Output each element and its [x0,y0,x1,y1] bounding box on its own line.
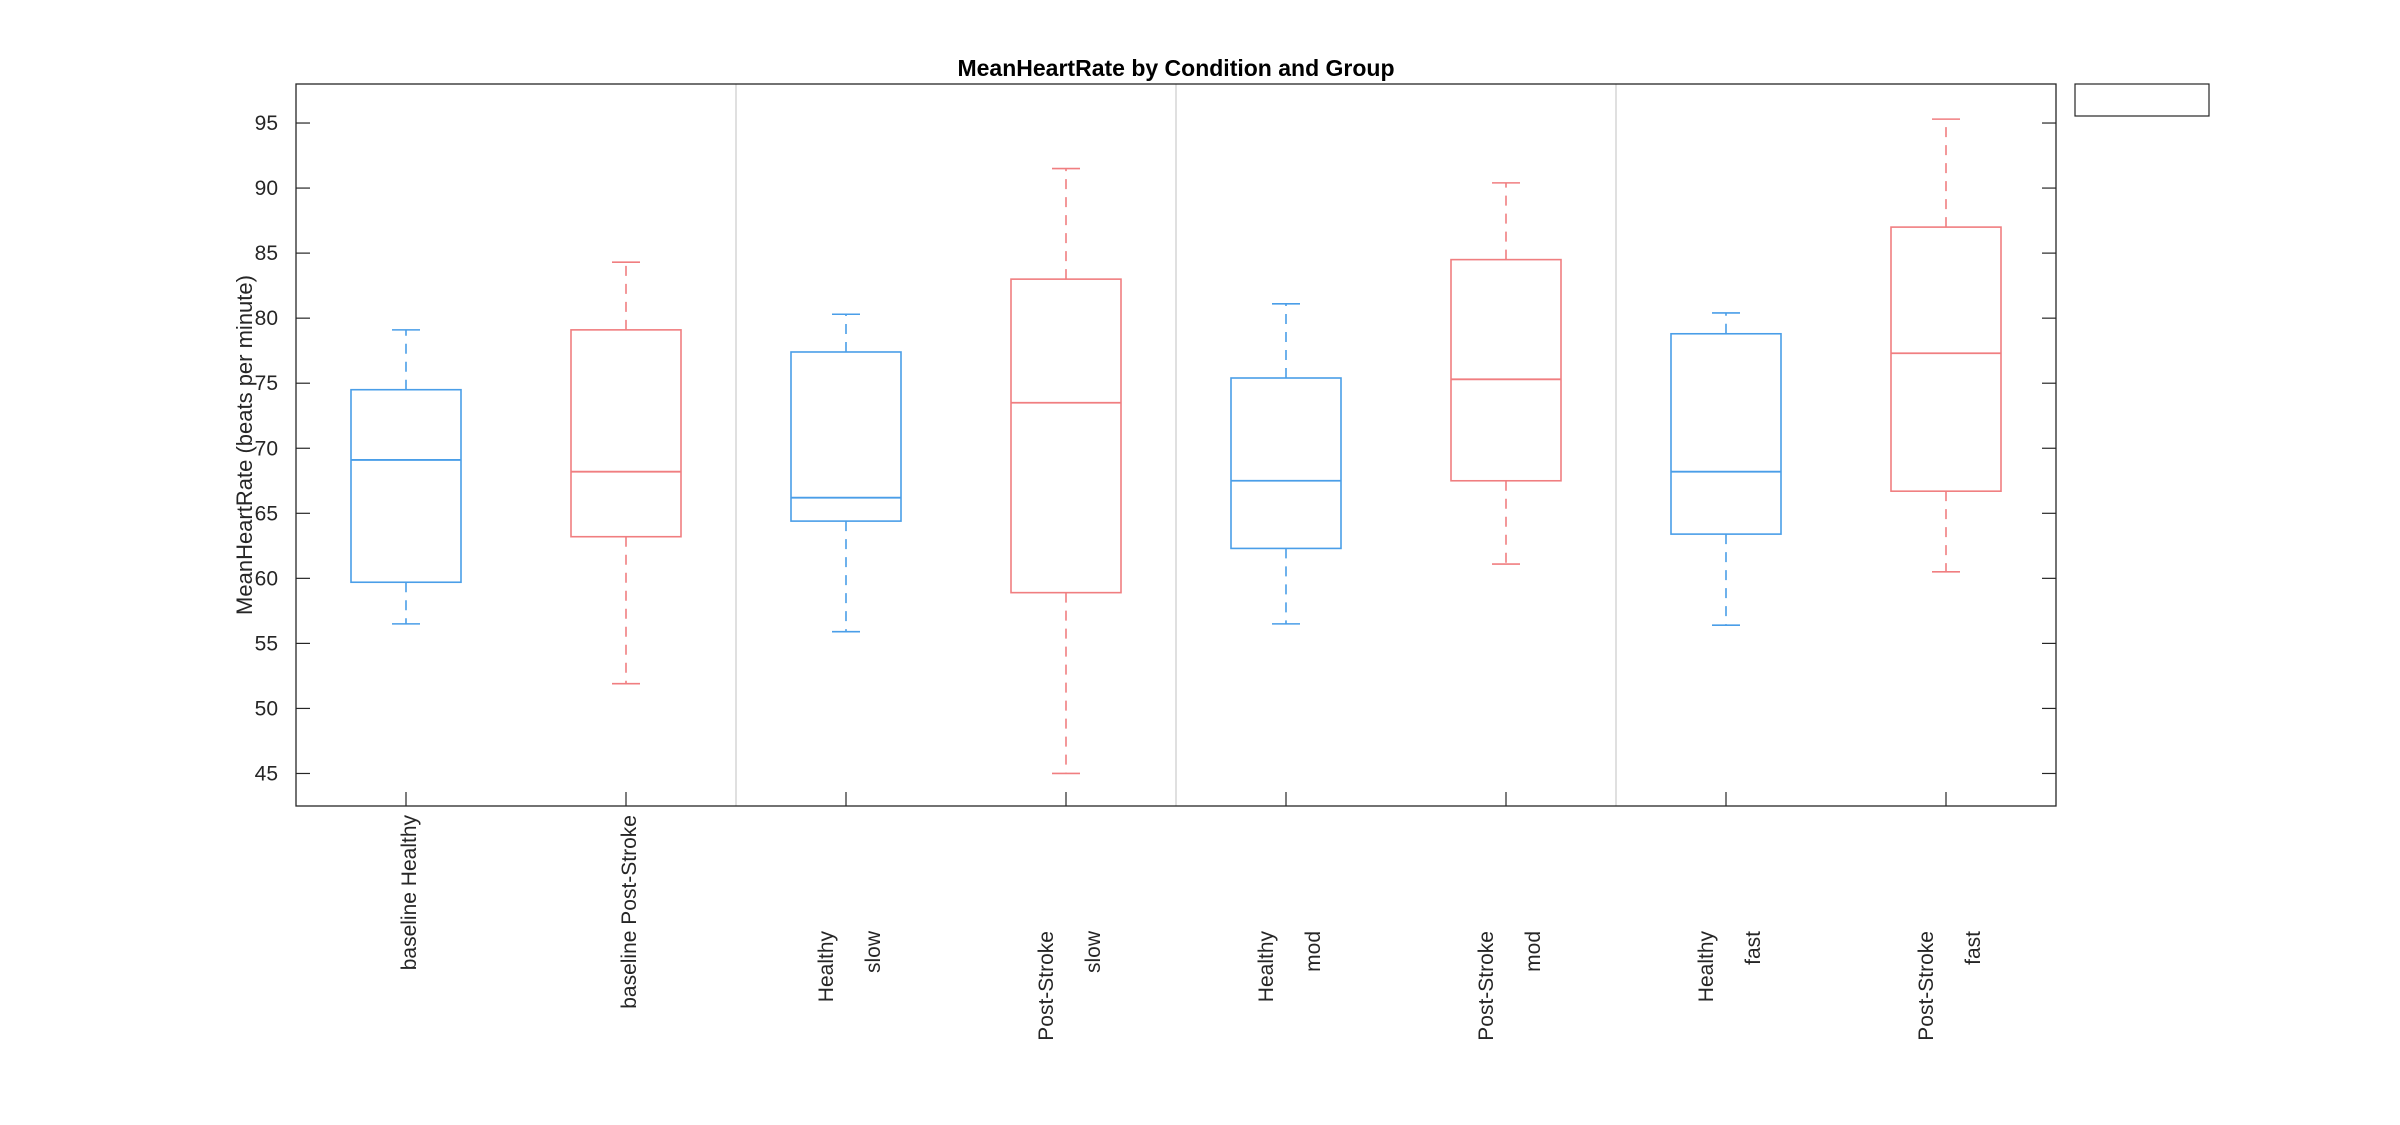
iqr-box [790,351,902,522]
x-tick-label-6-line1: Post-Stroke [1475,931,1498,1041]
box-3 [790,313,902,633]
x-tick-label-8-line1: Post-Stroke [1915,931,1938,1041]
box-5 [1230,303,1342,625]
box-series [350,118,2002,775]
y-tick-label: 55 [255,632,278,655]
x-axis: baseline Healthy baseline Post-Stroke Heal… [398,792,1985,1041]
y-tick-label: 60 [255,567,278,590]
box-8 [1890,118,2002,573]
box-2 [570,261,682,685]
iqr-box [1010,278,1122,594]
x-tick-label-7-line2: fast [1742,931,1765,965]
iqr-box [1670,332,1782,535]
plot-frame [295,83,2057,807]
x-tick-label-5-line1: Healthy [1255,931,1278,1003]
x-tick-label-3-line1: Healthy [815,931,838,1003]
y-axis-label: MeanHeartRate (beats per minute) [232,275,257,615]
x-tick-label-3-line2: slow [862,930,885,973]
iqr-box [350,388,462,584]
group-separators [735,84,1617,806]
legend-box [2074,83,2210,117]
iqr-box [1450,258,1562,482]
x-tick-label-8-line2: fast [1962,931,1985,965]
y-tick-label: 90 [255,177,278,200]
x-tick-label-5-line2: mod [1302,931,1325,972]
y-tick-label: 80 [255,307,278,330]
y-tick-label: 95 [255,112,278,135]
x-tick-label-4-line2: slow [1082,930,1105,973]
iqr-box [1890,226,2002,492]
iqr-box [1230,377,1342,550]
iqr-box [570,329,682,538]
x-tick-label-2: baseline Post-Stroke [618,815,641,1009]
y-axis: 45 50 55 60 65 70 75 80 85 90 95 [255,112,2056,785]
box-4 [1010,167,1122,775]
box-1 [350,329,462,625]
y-tick-label: 85 [255,242,278,265]
x-tick-label-1: baseline Healthy [398,815,421,971]
y-tick-label: 70 [255,437,278,460]
x-tick-label-6-line2: mod [1522,931,1545,972]
chart-title: MeanHeartRate by Condition and Group [957,55,1394,81]
box-6 [1450,182,1562,565]
x-tick-label-7-line1: Healthy [1695,931,1718,1003]
x-tick-label-4-line1: Post-Stroke [1035,931,1058,1041]
y-tick-label: 50 [255,697,278,720]
y-tick-label: 45 [255,762,278,785]
y-tick-label: 65 [255,502,278,525]
y-tick-label: 75 [255,372,278,395]
box-7 [1670,312,1782,626]
